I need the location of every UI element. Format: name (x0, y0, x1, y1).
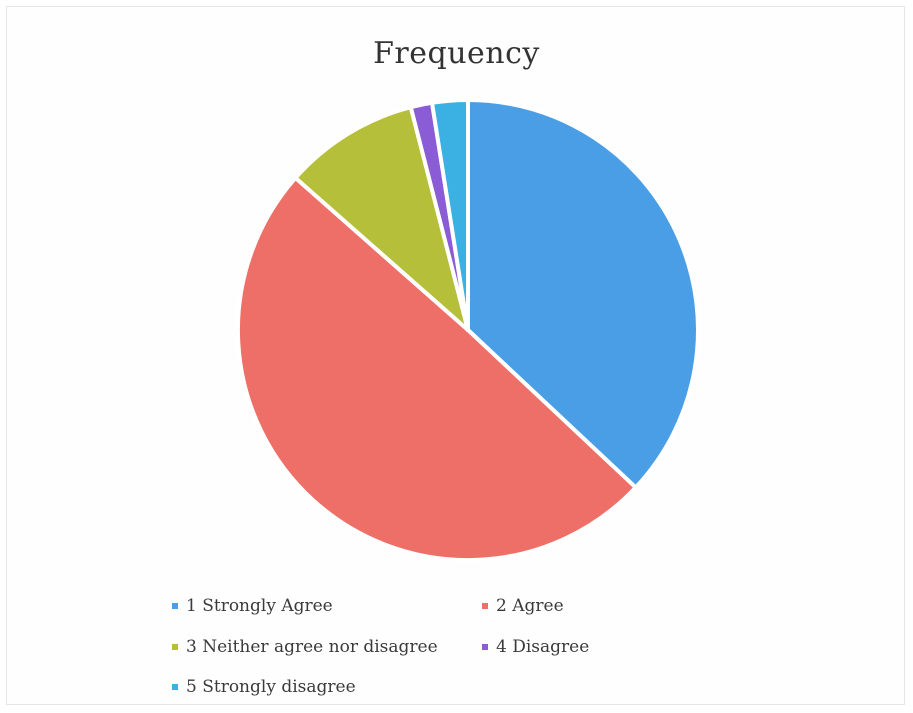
legend-swatch-5 (172, 684, 178, 690)
legend-item-2: 2 Agree (482, 596, 564, 616)
legend-label-3: 3 Neither agree nor disagree (186, 637, 438, 657)
legend-item-4: 4 Disagree (482, 637, 589, 657)
legend-swatch-4 (482, 644, 488, 650)
chart-title: Frequency (373, 36, 540, 71)
legend-label-1: 1 Strongly Agree (186, 596, 333, 616)
legend-item-1: 1 Strongly Agree (172, 596, 333, 616)
legend-label-4: 4 Disagree (496, 637, 590, 657)
pie-slice-5 (430, 98, 470, 332)
legend-item-3: 3 Neither agree nor disagree (172, 637, 438, 657)
pie-slice-2 (235, 175, 638, 563)
pie-slice-1 (466, 98, 700, 490)
legend-swatch-3 (172, 644, 178, 650)
legend-label-2: 2 Agree (496, 596, 564, 616)
legend-item-5: 5 Strongly disagree (172, 677, 356, 697)
legend-swatch-2 (482, 603, 488, 609)
legend-label-5: 5 Strongly disagree (186, 677, 356, 697)
legend-swatch-1 (172, 603, 178, 609)
